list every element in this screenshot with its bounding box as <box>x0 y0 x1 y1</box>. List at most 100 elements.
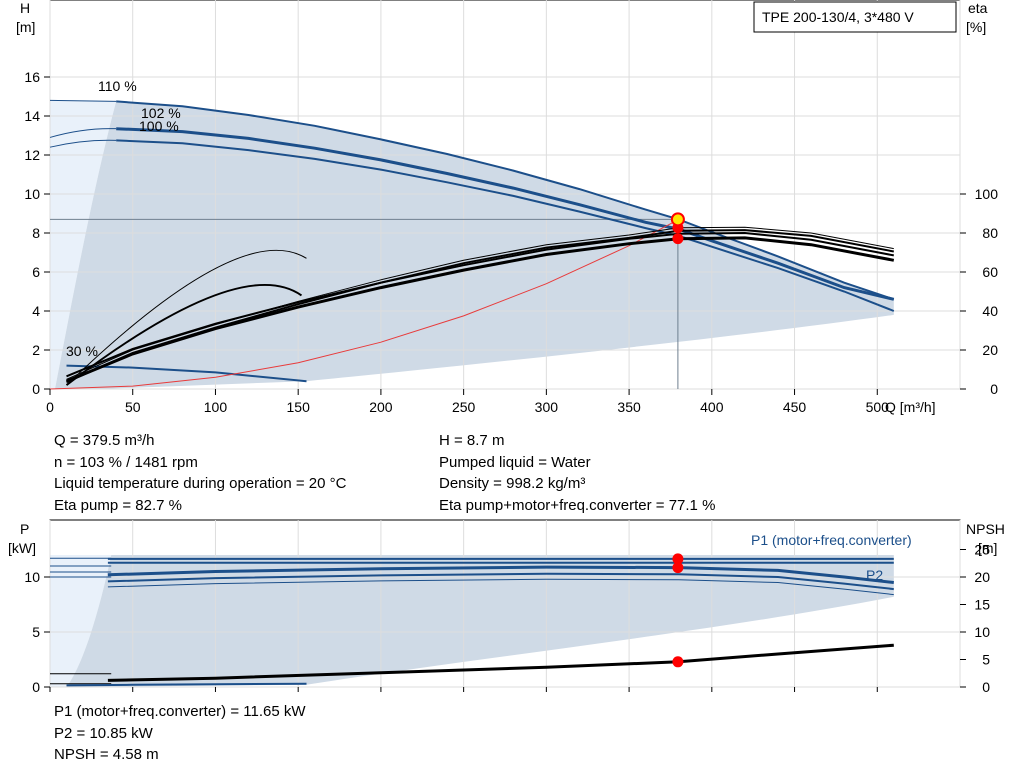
info-p1: P1 (motor+freq.converter) = 11.65 kW <box>54 703 306 720</box>
p1-curve-label: P1 (motor+freq.converter) <box>751 532 912 548</box>
head-chart-ticks: 0 50 100 150 200 250 300 350 400 450 5000246810121… <box>24 69 998 415</box>
x-tick-label: 450 <box>783 399 807 415</box>
x-tick-label: 350 <box>617 399 641 415</box>
x-tick-label: 150 <box>287 399 311 415</box>
info-temperature: Liquid temperature during operation = 20… <box>54 475 347 492</box>
duty-marker-p1 <box>672 553 684 565</box>
x-tick-label: 250 <box>452 399 476 415</box>
eta-axis-title: eta <box>968 0 988 16</box>
h-tick-label: 8 <box>32 225 40 241</box>
x-tick-label: 100 <box>204 399 228 415</box>
p2-curve <box>107 565 894 584</box>
eta-tick-label: 0 <box>990 381 998 397</box>
head-chart: 0 50 100 150 200 250 300 350 400 450 5000246810121… <box>24 0 998 415</box>
eta-tick-label: 100 <box>975 186 999 202</box>
pump-title-box <box>753 1 957 33</box>
npsh-tick-label: 5 <box>982 652 990 668</box>
eta-tick-label: 20 <box>982 342 998 358</box>
eta-axis-unit: [%] <box>966 19 986 35</box>
info-p2: P2 = 10.85 kW <box>54 724 153 742</box>
head-curve-ext <box>49 128 117 138</box>
npsh-tick-label: 25 <box>974 542 990 558</box>
power-range-fill <box>66 555 894 687</box>
p-tick-label: 10 <box>24 569 40 585</box>
x-tick-label: 500 <box>866 399 890 415</box>
eta-tick-label: 60 <box>982 264 998 280</box>
power-duty-markers <box>672 553 684 668</box>
h-tick-label: 16 <box>24 69 40 85</box>
p2-curve-label: P2 <box>866 567 883 583</box>
duty-marker-eta-total <box>672 233 684 245</box>
eta-total-curve-b <box>66 231 894 378</box>
system-curve <box>49 218 679 390</box>
head-curve-ext <box>49 139 117 148</box>
h-axis-title: H <box>20 0 30 16</box>
h-tick-label: 12 <box>24 147 40 163</box>
x-tick-label: 300 <box>535 399 559 415</box>
x-tick-label: 400 <box>700 399 724 415</box>
x-tick-label: 200 <box>369 399 393 415</box>
low-speed-region <box>50 100 117 390</box>
npsh-axis-unit: [m] <box>978 540 997 556</box>
curve-label-110: 110 % <box>98 78 137 94</box>
p2-low-speed-curve <box>66 682 307 687</box>
duty-marker-npsh <box>672 656 684 668</box>
power-npsh-chart: 0 5 10 0 5 10 15 20 25 <box>24 519 990 696</box>
power-chart-grid <box>49 520 961 688</box>
h-axis-unit: [m] <box>16 19 35 35</box>
head-curve-110 <box>116 100 895 301</box>
duty-marker-head <box>670 212 685 227</box>
npsh-tick-label: 15 <box>974 597 990 613</box>
curve-label-100: 100 % <box>139 118 179 134</box>
h-tick-label: 0 <box>32 381 40 397</box>
p-axis-title: P <box>20 521 29 537</box>
info-liquid: Pumped liquid = Water <box>439 453 591 471</box>
head-curve-100 <box>116 139 895 312</box>
eta-tick-label: 80 <box>982 225 998 241</box>
info-npsh: NPSH = 4.58 m <box>54 746 159 763</box>
x-tick-label: 50 <box>125 399 141 415</box>
head-curve-102 <box>116 127 895 301</box>
power-low-speed-region <box>50 555 112 687</box>
p2-curve-b <box>107 572 894 591</box>
h-tick-label: 6 <box>32 264 40 280</box>
duty-info-left: Q = 379.5 m³/h n = 103 % / 1481 rpm Liqu… <box>54 430 346 516</box>
power-curves <box>50 557 894 687</box>
power-chart-ticks: 0 5 10 0 5 10 15 20 25 <box>24 542 990 696</box>
p-tick-label: 5 <box>32 624 40 640</box>
p-tick-label: 0 <box>32 679 40 695</box>
x-tick-label: 0 <box>46 399 54 415</box>
info-flow: Q = 379.5 m³/h <box>54 432 155 449</box>
npsh-tick-label: 10 <box>974 624 990 640</box>
p2-curve-c <box>107 578 894 596</box>
pump-title: TPE 200-130/4, 3*480 V <box>762 9 914 25</box>
npsh-axis-title: NPSH <box>966 521 1005 537</box>
power-info: P1 (motor+freq.converter) = 11.65 kW P2 … <box>54 701 306 766</box>
head-chart-grid <box>49 0 961 390</box>
p-axis-unit: [kW] <box>8 540 36 556</box>
npsh-tick-label: 20 <box>974 569 990 585</box>
curve-label-30: 30 % <box>66 343 98 359</box>
eta-tick-label: 40 <box>982 303 998 319</box>
info-eta-total: Eta pump+motor+freq.converter = 77.1 % <box>439 496 716 514</box>
npsh-tick-label: 0 <box>982 679 990 695</box>
duty-point-markers <box>670 212 685 245</box>
info-eta-pump: Eta pump = 82.7 % <box>54 496 182 514</box>
q-axis-title: Q [m³/h] <box>885 399 936 415</box>
eta-low-speed <box>65 283 303 386</box>
info-head: H = 8.7 m <box>439 432 505 449</box>
curve-label-102: 102 % <box>141 105 181 121</box>
h-tick-label: 4 <box>32 303 40 319</box>
eta-low-speed-thin <box>66 249 307 386</box>
info-speed: n = 103 % / 1481 rpm <box>54 453 198 471</box>
h-tick-label: 2 <box>32 342 40 358</box>
h-tick-label: 14 <box>24 108 40 124</box>
duty-info-right: H = 8.7 m Pumped liquid = Water Density … <box>439 430 715 516</box>
duty-marker-p2 <box>672 562 684 574</box>
h-tick-label: 10 <box>24 186 40 202</box>
head-curve-ext <box>49 99 117 102</box>
info-density: Density = 998.2 kg/m³ <box>439 475 586 492</box>
npsh-curve <box>107 643 894 682</box>
power-range-area <box>50 555 894 687</box>
